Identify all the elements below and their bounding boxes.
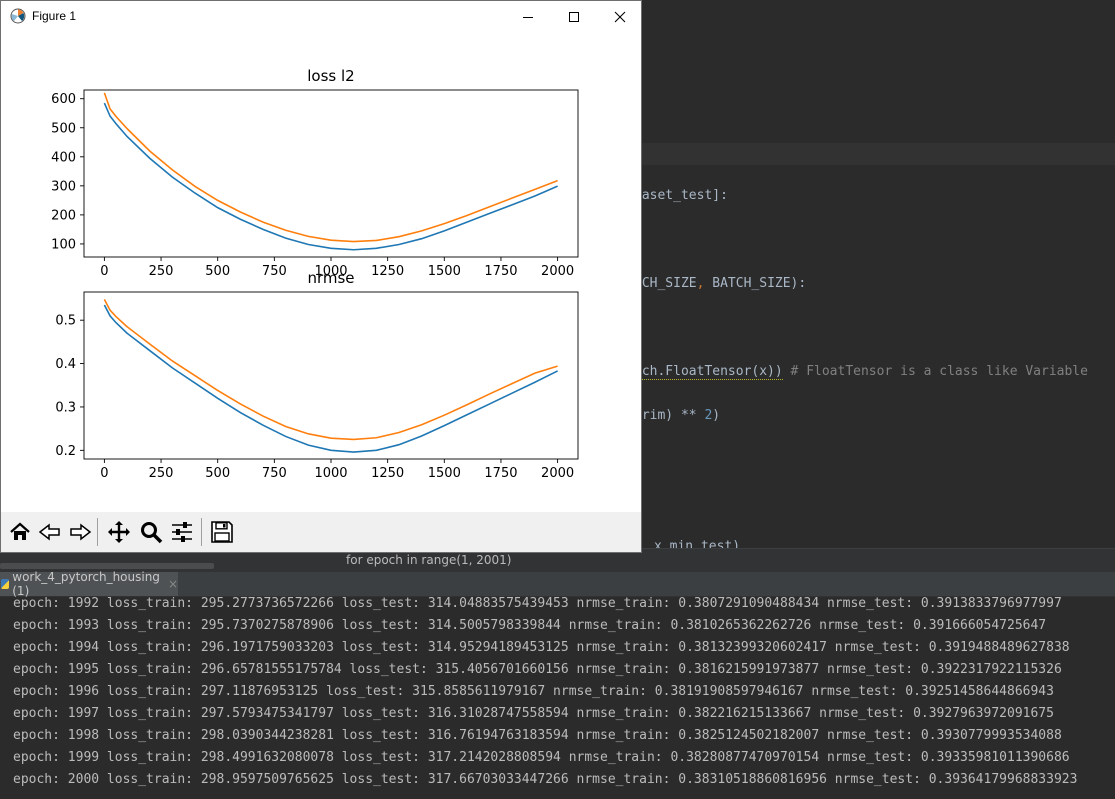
- python-icon: [1, 579, 10, 589]
- x-tick-label: 0: [100, 466, 108, 481]
- axes-frame: [83, 89, 579, 258]
- close-icon: [614, 11, 626, 22]
- x-tick-label: 1500: [428, 264, 461, 279]
- y-tick-label: 100: [51, 237, 76, 252]
- y-tick-label: 0.5: [55, 314, 76, 329]
- back-arrow-icon: [38, 523, 60, 541]
- series-line-1: [103, 298, 558, 441]
- configure-subplots-button[interactable]: [168, 518, 196, 546]
- subplots-config-icon: [172, 522, 192, 542]
- x-tick-label: 750: [262, 264, 287, 279]
- title-bar[interactable]: Figure 1: [1, 1, 641, 32]
- x-tick-label: 1000: [314, 466, 347, 481]
- x-tick-label: 500: [205, 264, 230, 279]
- y-tick-label: 200: [51, 208, 76, 223]
- chart-title: nrmse: [307, 269, 354, 287]
- navigation-toolbar: [1, 512, 641, 552]
- home-button[interactable]: [6, 518, 34, 546]
- code-line: taset_test]:: [634, 188, 728, 203]
- close-icon[interactable]: ×: [167, 577, 178, 591]
- chart-title: loss l2: [307, 67, 354, 85]
- console-line: epoch: 1999 loss_train: 298.499163208007…: [13, 750, 1070, 765]
- y-tick-label: 600: [51, 92, 76, 107]
- code-line-partial: x_min_test): [654, 539, 741, 548]
- figure-window: Figure 1 0 250 500 750 1000 1250 1500 1750 2000 1…: [0, 0, 642, 553]
- console-line: epoch: 1995 loss_train: 296.657815551757…: [13, 662, 1062, 677]
- matplotlib-icon: [10, 8, 26, 24]
- run-tool-window-tabs: work_4_pytorch_housing (1) ×: [0, 570, 1115, 598]
- x-tick-label: 750: [262, 466, 287, 481]
- minimize-icon: [523, 16, 533, 18]
- y-tick-label: 0.3: [55, 400, 76, 415]
- forward-button[interactable]: [66, 518, 94, 546]
- save-figure-button[interactable]: [208, 518, 236, 546]
- pan-icon: [108, 521, 130, 543]
- back-button[interactable]: [36, 518, 64, 546]
- y-tick-label: 500: [51, 121, 76, 136]
- zoom-button[interactable]: [137, 518, 165, 546]
- run-tab-label: work_4_pytorch_housing (1): [12, 570, 160, 598]
- x-tick-label: 0: [100, 264, 108, 279]
- home-icon: [10, 522, 30, 540]
- x-tick-label: 2000: [541, 264, 574, 279]
- minimize-button[interactable]: [505, 1, 551, 32]
- maximize-button[interactable]: [551, 1, 597, 32]
- plot-canvas: 0 250 500 750 1000 1250 1500 1750 2000 100 200 300 4…: [51, 67, 579, 481]
- console-line: epoch: 1992 loss_train: 295.277373657226…: [13, 596, 1062, 611]
- close-button[interactable]: [597, 1, 643, 32]
- window-title: Figure 1: [32, 9, 77, 23]
- x-tick-label: 2000: [541, 466, 574, 481]
- save-icon: [211, 521, 233, 543]
- pan-button[interactable]: [105, 518, 133, 546]
- axes-frame: [83, 291, 579, 460]
- console-line: epoch: 1998 loss_train: 298.039034423828…: [13, 728, 1062, 743]
- y-tick-label: 300: [51, 179, 76, 194]
- code-line: rch.FloatTensor(x)) # FloatTensor is a c…: [634, 364, 1088, 380]
- zoom-icon: [141, 522, 163, 544]
- maximize-icon: [569, 11, 579, 22]
- x-tick-label: 1500: [428, 466, 461, 481]
- x-tick-label: 1750: [484, 466, 517, 481]
- horizontal-scrollbar[interactable]: [0, 563, 214, 569]
- series-line-0: [103, 102, 558, 251]
- current-line-highlight: [642, 143, 1115, 165]
- x-tick-label: 1750: [484, 264, 517, 279]
- console-line: epoch: 1996 loss_train: 297.11876953125 …: [13, 684, 1054, 699]
- forward-arrow-icon: [70, 523, 92, 541]
- x-tick-label: 500: [205, 466, 230, 481]
- x-tick-label: 1250: [371, 264, 404, 279]
- x-tick-label: 1000: [314, 264, 347, 279]
- figure-canvas[interactable]: 0 250 500 750 1000 1250 1500 1750 2000 100 200 300 4…: [1, 32, 641, 512]
- x-tick-label: 1250: [371, 466, 404, 481]
- code-line: TCH_SIZE, BATCH_SIZE):: [634, 276, 807, 291]
- breadcrumb-text[interactable]: for epoch in range(1, 2001): [346, 553, 512, 567]
- y-tick-label: 0.2: [55, 444, 76, 459]
- console-line: epoch: 1994 loss_train: 296.197175903320…: [13, 640, 1070, 655]
- console-line: epoch: 2000 loss_train: 298.959750976562…: [13, 772, 1078, 787]
- x-tick-label: 250: [149, 466, 174, 481]
- series-line-0: [103, 304, 558, 453]
- console-line: epoch: 1997 loss_train: 297.579347534179…: [13, 706, 1054, 721]
- code-line: prim) ** 2): [634, 408, 721, 423]
- console-line: epoch: 1993 loss_train: 295.737027587890…: [13, 618, 1047, 633]
- run-console[interactable]: epoch: 1992 loss_train: 295.277373657226…: [0, 596, 1115, 799]
- series-line-1: [103, 92, 558, 243]
- toolbar-separator: [97, 518, 98, 546]
- y-tick-label: 400: [51, 150, 76, 165]
- run-tab[interactable]: work_4_pytorch_housing (1) ×: [0, 570, 178, 598]
- toolbar-separator: [201, 518, 202, 546]
- y-tick-label: 0.4: [55, 357, 76, 372]
- x-tick-label: 250: [149, 264, 174, 279]
